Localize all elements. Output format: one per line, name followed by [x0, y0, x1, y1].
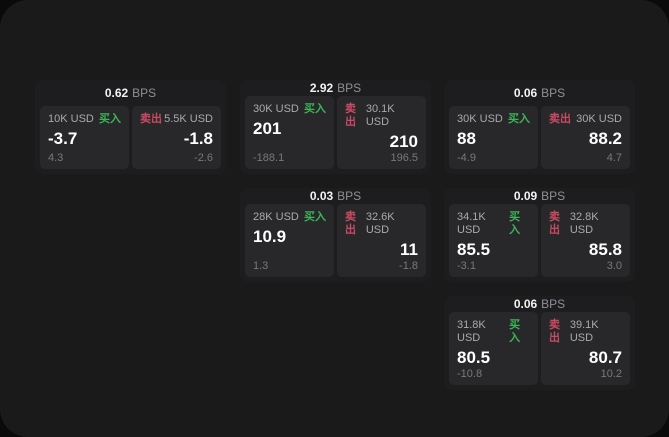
- buy-panel[interactable]: 34.1K USD 买入 85.5 -3.1: [449, 204, 538, 277]
- buy-label: 买入: [509, 319, 521, 344]
- sell-panel[interactable]: 卖出 32.8K USD 85.8 3.0: [541, 204, 630, 277]
- sell-amount: 32.8K USD: [569, 211, 599, 236]
- quote-card: 0.09 BPS 34.1K USD 买入 85.5 -3.1 卖出 32.8K…: [444, 188, 635, 282]
- buy-delta: 4.3: [48, 152, 64, 164]
- sell-delta: -2.6: [194, 152, 213, 164]
- buy-price: -3.7: [48, 129, 78, 148]
- quote-card: 2.92 BPS 30K USD 买入 201 -188.1 卖出 30.1K …: [240, 80, 431, 174]
- sell-label: 卖出: [549, 113, 571, 125]
- sell-panel[interactable]: 卖出 39.1K USD 80.7 10.2: [541, 312, 630, 385]
- sell-label: 卖出: [140, 113, 162, 125]
- buy-price: 85.5: [457, 240, 491, 259]
- sell-amount: 32.6K USD: [365, 211, 395, 236]
- quote-card: 0.03 BPS 28K USD 买入 10.9 1.3 卖出 32.6K US…: [240, 188, 431, 282]
- bps-header: 0.09 BPS: [444, 188, 635, 204]
- sell-amount: 39.1K USD: [569, 319, 599, 344]
- buy-amount: 34.1K USD: [457, 211, 486, 236]
- quote-card: 0.06 BPS 30K USD 买入 88 -4.9 卖出 30K USD 8…: [444, 80, 635, 174]
- buy-label: 买入: [509, 211, 521, 236]
- sell-delta: 4.7: [606, 152, 622, 164]
- sell-delta: 3.0: [606, 260, 622, 272]
- sell-panel[interactable]: 卖出 5.5K USD -1.8 -2.6: [132, 106, 221, 169]
- sell-label: 卖出: [345, 103, 356, 128]
- card-body: 31.8K USD 买入 80.5 -10.8 卖出 39.1K USD 80.…: [444, 312, 635, 390]
- sell-panel[interactable]: 卖出 32.6K USD 11 -1.8: [337, 204, 426, 277]
- buy-amount: 28K USD: [253, 211, 299, 223]
- sell-delta: 10.2: [600, 368, 622, 380]
- buy-label: 买入: [304, 211, 326, 223]
- bps-unit: BPS: [337, 81, 362, 95]
- card-body: 30K USD 买入 201 -188.1 卖出 30.1K USD 210 1…: [240, 96, 431, 174]
- buy-amount: 10K USD: [48, 113, 94, 125]
- sell-delta: 196.5: [390, 152, 418, 164]
- sell-label: 卖出: [345, 211, 356, 236]
- sell-price: 80.7: [588, 348, 622, 367]
- sell-amount: 30.1K USD: [365, 103, 395, 128]
- bps-value: 0.06: [513, 86, 538, 100]
- buy-panel[interactable]: 30K USD 买入 201 -188.1: [245, 96, 334, 169]
- bps-value: 0.62: [104, 86, 129, 100]
- bps-header: 0.06 BPS: [444, 296, 635, 312]
- buy-label: 买入: [304, 103, 326, 115]
- sell-delta: -1.8: [399, 260, 418, 272]
- buy-price: 10.9: [253, 227, 287, 246]
- bps-unit: BPS: [337, 189, 362, 203]
- sell-panel[interactable]: 卖出 30K USD 88.2 4.7: [541, 106, 630, 169]
- buy-delta: -4.9: [457, 152, 476, 164]
- bps-value: 0.06: [513, 297, 538, 311]
- buy-delta: -188.1: [253, 152, 285, 164]
- buy-label: 买入: [508, 113, 530, 125]
- buy-amount: 30K USD: [457, 113, 503, 125]
- buy-panel[interactable]: 30K USD 买入 88 -4.9: [449, 106, 538, 169]
- buy-price: 88: [457, 129, 476, 148]
- card-body: 34.1K USD 买入 85.5 -3.1 卖出 32.8K USD 85.8…: [444, 204, 635, 282]
- sell-price: -1.8: [183, 129, 213, 148]
- buy-panel[interactable]: 28K USD 买入 10.9 1.3: [245, 204, 334, 277]
- bps-header: 2.92 BPS: [240, 80, 431, 96]
- sell-price: 11: [400, 240, 418, 259]
- bps-header: 0.03 BPS: [240, 188, 431, 204]
- sell-panel[interactable]: 卖出 30.1K USD 210 196.5: [337, 96, 426, 169]
- bps-unit: BPS: [541, 297, 566, 311]
- buy-delta: -3.1: [457, 260, 476, 272]
- quote-card: 0.62 BPS 10K USD 买入 -3.7 4.3 卖出 5.5K USD…: [35, 80, 226, 174]
- bps-header: 0.06 BPS: [444, 80, 635, 106]
- buy-delta: -10.8: [457, 368, 483, 380]
- sell-amount: 5.5K USD: [164, 113, 213, 125]
- buy-price: 201: [253, 119, 282, 138]
- quote-card: 0.06 BPS 31.8K USD 买入 80.5 -10.8 卖出 39.1…: [444, 296, 635, 390]
- buy-delta: 1.3: [253, 260, 269, 272]
- card-body: 30K USD 买入 88 -4.9 卖出 30K USD 88.2 4.7: [444, 106, 635, 174]
- sell-label: 卖出: [549, 211, 560, 236]
- bps-unit: BPS: [132, 86, 157, 100]
- buy-panel[interactable]: 31.8K USD 买入 80.5 -10.8: [449, 312, 538, 385]
- buy-panel[interactable]: 10K USD 买入 -3.7 4.3: [40, 106, 129, 169]
- sell-price: 85.8: [588, 240, 622, 259]
- buy-price: 80.5: [457, 348, 491, 367]
- card-body: 10K USD 买入 -3.7 4.3 卖出 5.5K USD -1.8 -2.…: [35, 106, 226, 174]
- bps-unit: BPS: [541, 189, 566, 203]
- bps-value: 0.03: [309, 189, 334, 203]
- buy-label: 买入: [99, 113, 121, 125]
- bps-value: 0.09: [513, 189, 538, 203]
- card-body: 28K USD 买入 10.9 1.3 卖出 32.6K USD 11 -1.8: [240, 204, 431, 282]
- bps-unit: BPS: [541, 86, 566, 100]
- bps-value: 2.92: [309, 81, 334, 95]
- sell-price: 210: [389, 132, 418, 151]
- sell-price: 88.2: [588, 129, 622, 148]
- bps-header: 0.62 BPS: [35, 80, 226, 106]
- buy-amount: 30K USD: [253, 103, 299, 115]
- buy-amount: 31.8K USD: [457, 319, 486, 344]
- sell-label: 卖出: [549, 319, 560, 344]
- sell-amount: 30K USD: [576, 113, 622, 125]
